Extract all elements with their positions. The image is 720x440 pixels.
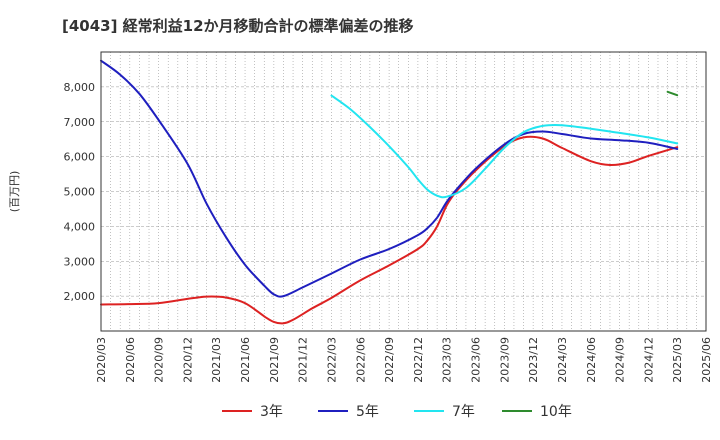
- legend-label: 7年: [452, 404, 475, 420]
- x-tick-label: 2020/06: [124, 337, 137, 383]
- y-ticks: 2,000 3,000 4,000 5,000 6,000 7,000 8,000: [64, 81, 96, 303]
- x-tick-label: 2020/03: [95, 337, 108, 383]
- series-layer: [100, 59, 679, 325]
- x-tick-label: 2023/12: [527, 337, 540, 383]
- x-tick-label: 2023/03: [441, 337, 454, 383]
- chart-title: [4043] 経常利益12か月移動合計の標準偏差の推移: [62, 17, 414, 35]
- y-tick-label: 7,000: [64, 116, 96, 129]
- x-tick-label: 2024/09: [614, 337, 627, 383]
- x-tick-label: 2022/06: [354, 337, 367, 383]
- x-tick-label: 2022/12: [412, 337, 425, 383]
- x-tick-label: 2021/12: [297, 337, 310, 383]
- legend-label: 3年: [260, 404, 283, 420]
- x-tick-label: 2022/09: [383, 337, 396, 383]
- x-tick-label: 2025/06: [700, 337, 713, 383]
- y-axis-label: (百万円): [8, 171, 21, 213]
- grid: [100, 52, 707, 331]
- plot-frame: [100, 51, 707, 332]
- series-line: [666, 90, 679, 97]
- series-line: [330, 94, 679, 199]
- x-tick-label: 2021/09: [268, 337, 281, 383]
- legend-label: 5年: [356, 404, 379, 420]
- x-ticks: 2020/03 2020/06 2020/09 2020/12 2021/03 2021/…: [95, 337, 713, 383]
- series-line: [100, 135, 679, 325]
- x-tick-label: 2024/06: [585, 337, 598, 383]
- x-tick-label: 2025/03: [671, 337, 684, 383]
- y-tick-label: 2,000: [64, 290, 96, 303]
- x-tick-label: 2022/03: [326, 337, 339, 383]
- y-tick-label: 6,000: [64, 151, 96, 164]
- series-line: [100, 59, 679, 298]
- y-tick-label: 5,000: [64, 186, 96, 199]
- plot-border: [100, 51, 707, 332]
- x-tick-label: 2024/03: [556, 337, 569, 383]
- legend-label: 10年: [540, 404, 572, 420]
- x-tick-label: 2021/06: [239, 337, 252, 383]
- x-tick-label: 2023/09: [498, 337, 511, 383]
- x-tick-label: 2021/03: [210, 337, 223, 383]
- y-tick-label: 8,000: [64, 81, 96, 94]
- x-tick-label: 2020/12: [181, 337, 194, 383]
- x-tick-label: 2020/09: [153, 337, 166, 383]
- y-tick-label: 3,000: [64, 255, 96, 268]
- legend: 3年 5年 7年 10年: [222, 404, 572, 420]
- x-tick-label: 2023/06: [470, 337, 483, 383]
- y-tick-label: 4,000: [64, 220, 96, 233]
- x-tick-label: 2024/12: [642, 337, 655, 383]
